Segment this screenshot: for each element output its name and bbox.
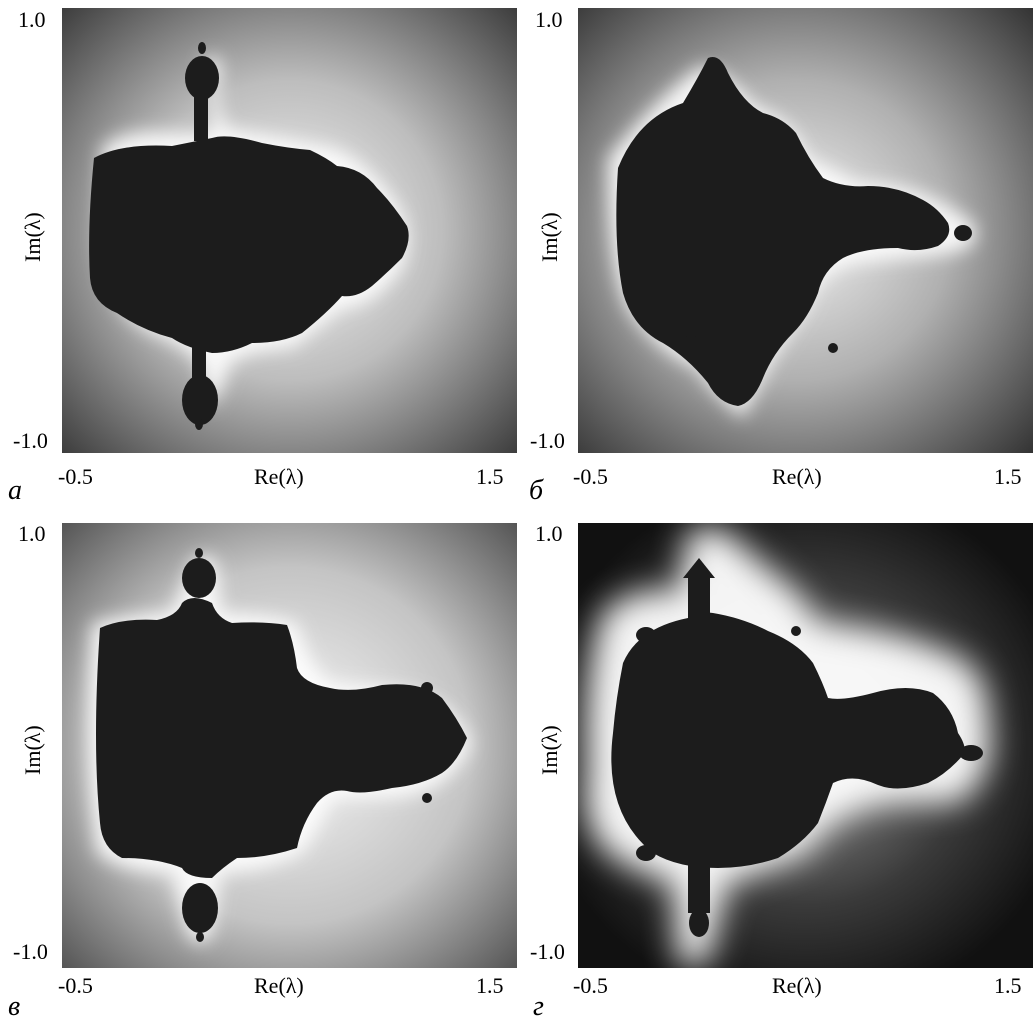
y-bottom-tick: -1.0 [13,428,48,453]
panel-b: 1.0 -1.0 Im(λ) -0.5 Re(λ) 1.5 б [517,0,1035,513]
x-right-tick: 1.5 [994,973,1022,998]
y-axis-label: Im(λ) [20,212,45,262]
fractal-plot [62,523,517,968]
fractal-plot [578,8,1033,453]
x-axis-label: Re(λ) [254,464,304,489]
x-left-tick: -0.5 [58,464,93,489]
x-axis-label: Re(λ) [772,464,822,489]
panel-a: 1.0 -1.0 Im(λ) -0.5 Re(λ) 1.5 a [0,0,517,513]
y-top-tick: 1.0 [18,521,46,546]
panel-c: 1.0 -1.0 Im(λ) -0.5 Re(λ) 1.5 в [0,513,517,1026]
x-axis-label: Re(λ) [772,973,822,998]
panel-letter: б [529,475,544,506]
y-axis-label: Im(λ) [20,725,45,775]
y-bottom-tick: -1.0 [13,939,48,964]
x-left-tick: -0.5 [58,973,93,998]
panel-letter: a [8,475,22,506]
y-bottom-tick: -1.0 [530,428,565,453]
fractal-plot [62,8,517,453]
panel-letter: г [533,991,544,1022]
x-left-tick: -0.5 [573,973,608,998]
y-top-tick: 1.0 [535,521,563,546]
x-axis-label: Re(λ) [254,973,304,998]
y-top-tick: 1.0 [18,7,46,32]
y-axis-label: Im(λ) [537,212,562,262]
x-right-tick: 1.5 [994,464,1022,489]
x-right-tick: 1.5 [476,464,504,489]
y-top-tick: 1.0 [535,7,563,32]
x-left-tick: -0.5 [573,464,608,489]
panel-letter: в [8,991,21,1022]
x-right-tick: 1.5 [476,973,504,998]
y-axis-label: Im(λ) [537,725,562,775]
y-bottom-tick: -1.0 [530,939,565,964]
fractal-plot [578,523,1033,968]
panel-d: 1.0 -1.0 Im(λ) -0.5 Re(λ) 1.5 г [517,513,1035,1026]
